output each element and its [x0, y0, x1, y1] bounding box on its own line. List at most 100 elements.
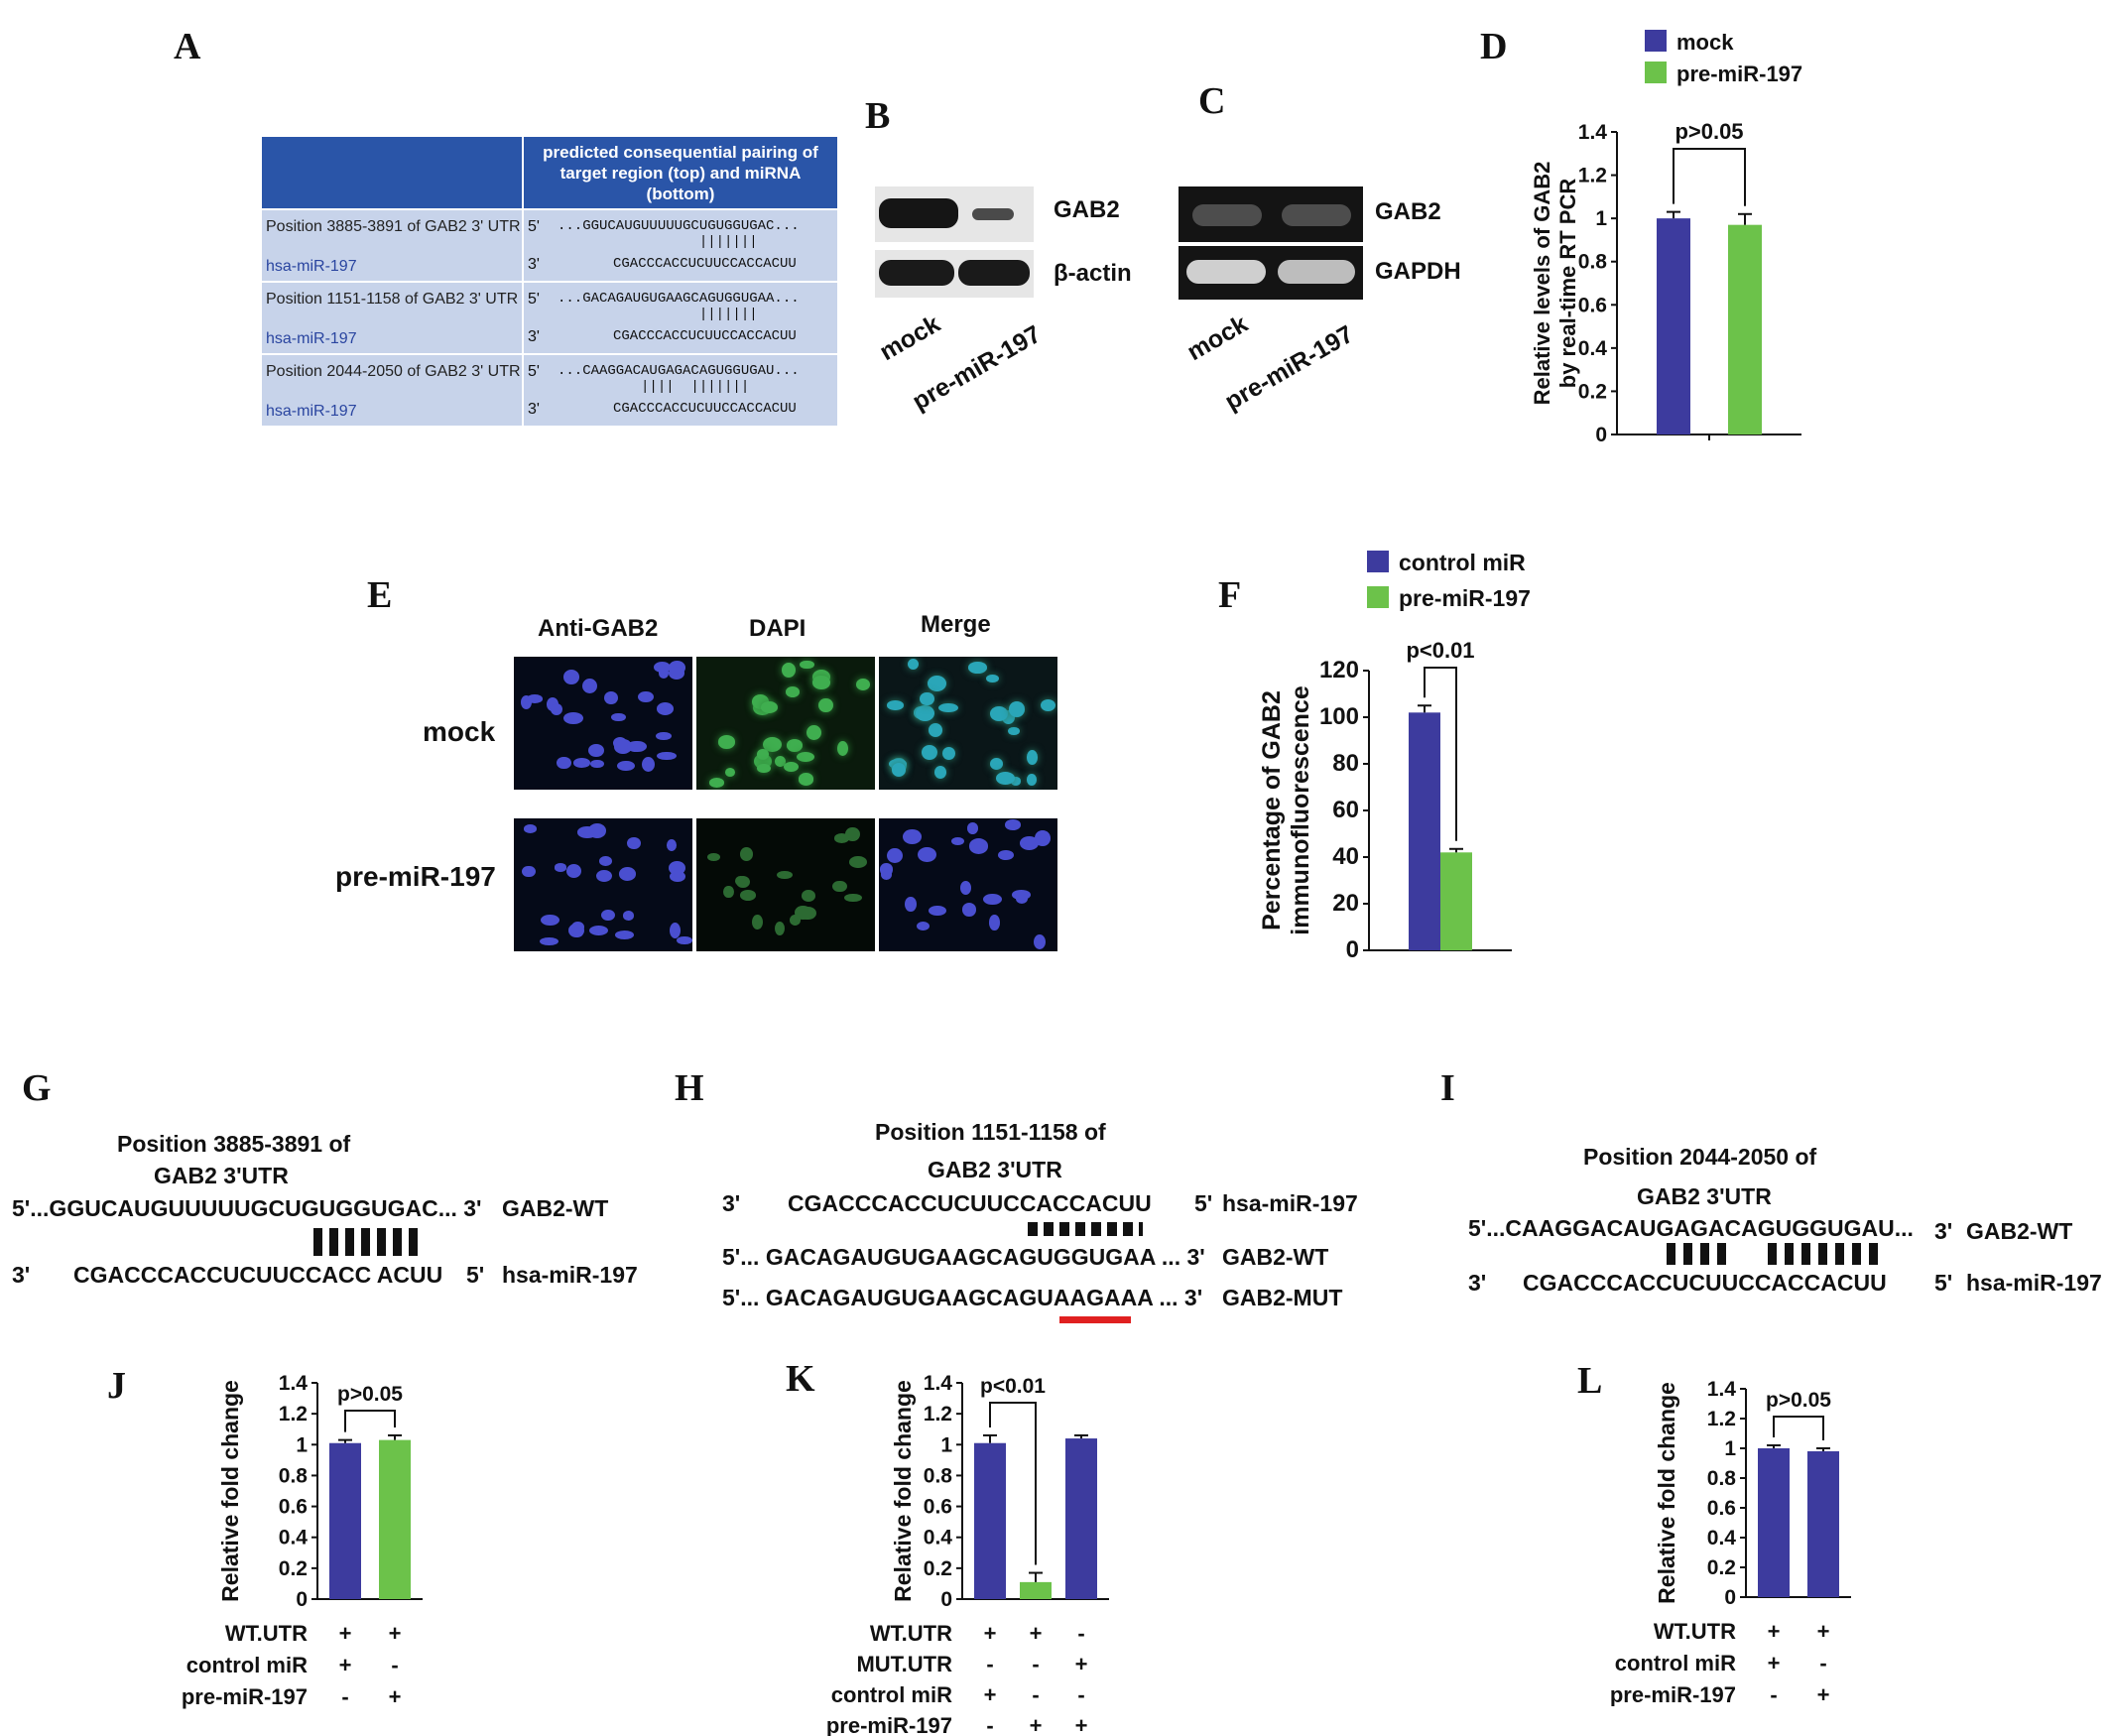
mirna-label: hsa-miR-197: [266, 330, 357, 347]
cell-nucleus: [886, 699, 904, 710]
column-label-anti-gab2: Anti-GAB2: [538, 615, 659, 642]
panel-g-pairing-bars: [313, 1228, 423, 1256]
image-mock-dapi: [696, 657, 875, 790]
p-value-label: p>0.05: [337, 1383, 403, 1406]
bar: [1807, 1451, 1839, 1597]
panel-i-pairing-bars-left: [1667, 1243, 1728, 1265]
legend-swatch: [1645, 30, 1667, 52]
cell-nucleus: [968, 662, 987, 674]
y-axis-label: Relative levels of GAB2: [1530, 162, 1554, 406]
cell-nucleus: [938, 702, 958, 713]
cell-nucleus: [540, 914, 559, 927]
y-tick-label: 0.2: [1707, 1556, 1736, 1579]
column-label-dapi: DAPI: [749, 615, 806, 642]
image-premir-merge: [879, 818, 1057, 951]
cell-nucleus: [554, 863, 567, 872]
position-label: Position 2044-2050 of GAB2 3' UTR: [266, 363, 521, 380]
cell-nucleus: [590, 759, 604, 769]
cell-nucleus: [1027, 750, 1039, 766]
cell-nucleus: [739, 847, 753, 861]
condition-label: pre-miR-197: [182, 1684, 308, 1709]
chart-f: 0 20 40 60 80 100 120 Percentage of GAB2 immunof…: [1260, 551, 1531, 963]
western-blot-actin: [875, 250, 1034, 298]
panel-g-5prime: 5': [466, 1262, 485, 1288]
cell-nucleus: [942, 746, 956, 761]
cell-nucleus: [589, 925, 609, 935]
cell-nucleus: [708, 778, 725, 788]
condition-mark: -: [1077, 1621, 1084, 1646]
y-tick-label: 1: [1595, 207, 1607, 230]
cell-nucleus: [588, 743, 604, 757]
panel-label-a: A: [174, 26, 201, 67]
cell-nucleus: [1035, 830, 1051, 846]
cell-nucleus: [760, 701, 779, 713]
condition-mark: +: [1030, 1621, 1043, 1646]
cell-nucleus: [611, 712, 626, 722]
cell-nucleus: [566, 864, 582, 879]
condition-mark: -: [1032, 1682, 1039, 1707]
y-tick-label: 60: [1332, 797, 1359, 823]
cell-nucleus: [725, 768, 736, 778]
panel-h-mirna-seq: CGACCCACCUCUUCCACCACUU: [788, 1190, 1152, 1216]
cell-nucleus: [1008, 701, 1025, 717]
position-label: Position 3885-3891 of GAB2 3' UTR: [266, 218, 521, 235]
y-tick-label: 0.8: [1707, 1467, 1737, 1490]
cell-nucleus: [989, 915, 1000, 930]
panel-g-3prime: 3': [12, 1262, 31, 1288]
condition-mark: +: [1075, 1652, 1088, 1676]
y-tick-label: 0.6: [1707, 1497, 1736, 1520]
panel-g-mirna-seq: CGACCCACCUCUUCCACC ACUU: [73, 1262, 443, 1288]
cell-nucleus: [557, 756, 571, 770]
y-tick-label: 0: [1724, 1586, 1736, 1609]
chart-l: 0 0.2 0.4 0.6 0.8 1 1.2 1.4 Relative fold change…: [1610, 1378, 1851, 1706]
cell-nucleus: [836, 740, 849, 757]
lane-label-mock: mock: [1182, 310, 1253, 367]
condition-label: control miR: [1615, 1651, 1736, 1675]
cell-nucleus: [1026, 773, 1038, 786]
cell-nucleus: [832, 880, 847, 892]
cell-nucleus: [627, 836, 641, 850]
condition-label: MUT.UTR: [856, 1652, 952, 1676]
panel-g-title-2: GAB2 3'UTR: [154, 1163, 289, 1188]
five-prime: 5': [528, 291, 540, 308]
panel-h-label-wt: GAB2-WT: [1222, 1244, 1329, 1270]
table-row: Position 1151-1158 of GAB2 3' UTR hsa-miR…: [260, 281, 839, 355]
condition-label: pre-miR-197: [826, 1713, 952, 1736]
panel-label-d: D: [1480, 26, 1508, 67]
condition-label: pre-miR-197: [1610, 1682, 1736, 1706]
western-blot-gab2: [875, 186, 1034, 242]
bar: [1758, 1448, 1790, 1597]
cell-nucleus: [989, 706, 1009, 721]
bar: [1657, 218, 1690, 434]
mut-seq-part-1: 5'... GACAGAUGUGAAGCAGU: [722, 1285, 1054, 1310]
panel-h-5prime: 5': [1194, 1190, 1213, 1216]
cell-nucleus: [799, 906, 816, 921]
cell-nucleus: [891, 763, 907, 778]
image-mock-anti-gab2: [514, 657, 692, 790]
pcr-gapdh-mock: [1186, 260, 1266, 284]
cell-nucleus: [599, 856, 612, 867]
y-axis-label: Relative fold change: [217, 1380, 243, 1602]
cell-nucleus: [616, 760, 635, 772]
cell-nucleus: [601, 909, 616, 921]
y-tick-label: 1.4: [924, 1372, 953, 1395]
y-axis-label: Relative fold change: [1654, 1382, 1679, 1604]
condition-mark: +: [1075, 1713, 1088, 1736]
panel-label-h: H: [675, 1067, 704, 1109]
panel-label-c: C: [1198, 80, 1226, 122]
condition-mark: -: [1077, 1682, 1084, 1707]
cell-nucleus: [927, 675, 946, 691]
condition-mark: +: [984, 1621, 997, 1646]
cell-nucleus: [571, 927, 584, 937]
p-value-label: p>0.05: [1675, 119, 1743, 144]
cell-nucleus: [1008, 726, 1020, 735]
image-premir-dapi: [696, 818, 875, 951]
cell-nucleus: [921, 744, 938, 761]
position-label: Position 1151-1158 of GAB2 3' UTR: [266, 291, 519, 308]
condition-mark: +: [1030, 1713, 1043, 1736]
five-prime: 5': [528, 218, 540, 235]
condition-mark: +: [1817, 1619, 1830, 1644]
legend-swatch: [1367, 586, 1389, 608]
cell-nucleus: [540, 937, 558, 946]
blot-label-actin: β-actin: [1054, 260, 1132, 287]
